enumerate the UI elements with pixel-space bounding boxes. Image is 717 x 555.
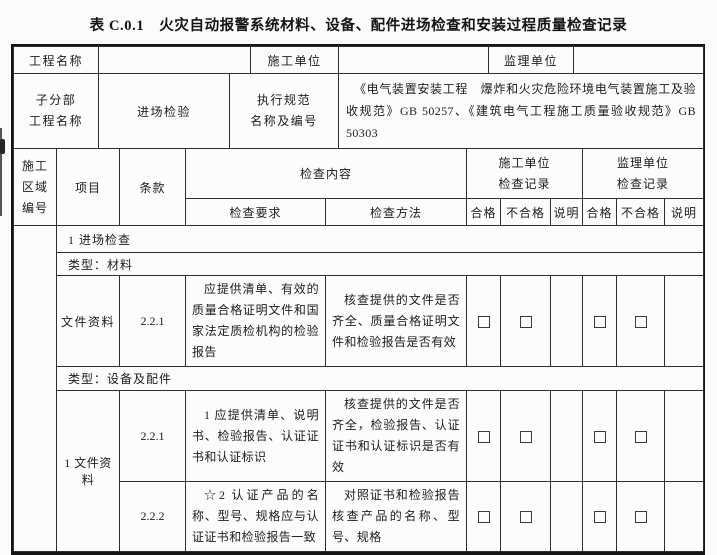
clause-number: 2.2.2 (119, 481, 186, 552)
builder-pass-cell (466, 481, 502, 552)
supervisor-fail-checkbox[interactable] (634, 430, 647, 443)
method-text: 核查提供的文件是否齐全、质量合格证明文件和检验报告是否有效 (324, 275, 468, 367)
area-no-field[interactable] (13, 225, 57, 552)
standard-name-value: 《电气装置安装工程 爆炸和火灾危险环境电气装置施工及验收规范》GB 50257、… (338, 73, 704, 149)
supervisor-pass-cell (582, 390, 618, 482)
supervisor-pass-checkbox[interactable] (593, 315, 606, 328)
builder-pass-cell (466, 390, 502, 482)
header-row-1: 施工 区域 编号 项目 条款 检查内容 施工单位 检查记录 监理单位 检查记录 (13, 148, 705, 226)
item-label: 文件资料 (56, 275, 120, 367)
supervisor-unit-field[interactable] (573, 46, 704, 74)
item-label: 1 文件资料 (56, 390, 120, 552)
scan-edge-artifact (0, 128, 2, 216)
col-header-builder-fail: 不合格 (500, 198, 552, 226)
builder-pass-checkbox[interactable] (477, 315, 490, 328)
col-header-requirement: 检查要求 (185, 198, 326, 226)
subproject-name-label: 子分部 工程名称 (13, 73, 99, 149)
project-name-label: 工程名称 (13, 46, 99, 74)
builder-note-cell[interactable] (550, 275, 584, 367)
col-header-method: 检查方法 (324, 198, 468, 226)
supervisor-pass-cell (582, 275, 618, 367)
builder-pass-checkbox[interactable] (477, 511, 490, 524)
supervisor-fail-cell (616, 390, 666, 482)
section-label-entry-check: 1 进场检查 (55, 225, 705, 253)
col-header-area-no: 施工 区域 编号 (13, 148, 57, 226)
col-header-supervisor-note: 说明 (664, 198, 705, 226)
builder-fail-cell (500, 390, 552, 482)
method-text: 核查提供的文件是否齐全，检验报告、认证证书和认证标识是否有效 (324, 390, 468, 482)
builder-pass-checkbox[interactable] (477, 430, 490, 443)
method-text: 对照证书和检验报告核查产品的名称、型号、规格 (324, 481, 468, 552)
header-row-2: 检查要求 检查方法 合格 不合格 说明 合格 不合格 说明 (14, 198, 705, 226)
builder-pass-cell (466, 275, 502, 367)
clause-number: 2.2.1 (119, 390, 186, 482)
col-header-builder-note: 说明 (550, 198, 584, 226)
builder-fail-checkbox[interactable] (519, 430, 532, 443)
section-label-type-material: 类型：材料 (55, 252, 705, 276)
col-header-builder-record: 施工单位 检查记录 (466, 148, 584, 199)
col-header-builder-pass: 合格 (466, 198, 502, 226)
inspection-form-table: 工程名称 施工单位 监理单位 子分部 工程名称 进场检验 执行规范 名称及编号 … (11, 44, 705, 555)
section-row-type-equipment: 类型：设备及配件 (14, 366, 705, 391)
supervisor-fail-checkbox[interactable] (634, 315, 647, 328)
builder-unit-field[interactable] (338, 46, 489, 74)
builder-fail-cell (500, 275, 552, 367)
supervisor-pass-checkbox[interactable] (593, 511, 606, 524)
col-header-clause: 条款 (119, 148, 186, 226)
supervisor-fail-cell (616, 481, 666, 552)
supervisor-unit-label: 监理单位 (488, 46, 574, 74)
info-row-2: 子分部 工程名称 进场检验 执行规范 名称及编号 《电气装置安装工程 爆炸和火灾… (13, 73, 704, 149)
requirement-text: 应提供清单、有效的质量合格证明文件和国家法定质检机构的检验报告 (185, 275, 326, 367)
supervisor-fail-checkbox[interactable] (634, 511, 647, 524)
checklist-table: 施工 区域 编号 项目 条款 检查内容 施工单位 检查记录 监理单位 检查记录 … (13, 148, 705, 552)
builder-note-cell[interactable] (550, 481, 584, 552)
section-row-entry-check: 1 进场检查 (13, 225, 705, 552)
builder-fail-checkbox[interactable] (519, 315, 532, 328)
col-header-supervisor-pass: 合格 (582, 198, 618, 226)
requirement-text: 1 应提供清单、说明书、检验报告、认证证书和认证标识 (185, 390, 326, 482)
requirement-text: ☆2 认证产品的名称、型号、规格应与认证证书和检验报告一致 (185, 481, 326, 552)
col-header-supervisor-fail: 不合格 (616, 198, 666, 226)
inspection-type-value: 进场检验 (98, 73, 230, 149)
supervisor-note-cell[interactable] (664, 275, 705, 367)
builder-fail-checkbox[interactable] (519, 511, 532, 524)
standard-name-label: 执行规范 名称及编号 (229, 73, 339, 149)
section-label-type-equipment: 类型：设备及配件 (55, 366, 705, 391)
supervisor-fail-cell (616, 275, 666, 367)
section-row-type-material: 类型：材料 (14, 252, 705, 276)
supervisor-pass-cell (582, 481, 618, 552)
builder-fail-cell (500, 481, 552, 552)
page-title: 表 C.0.1 火灾自动报警系统材料、设备、配件进场检查和安装过程质量检查记录 (89, 18, 628, 34)
col-header-content: 检查内容 (184, 148, 468, 199)
supervisor-pass-checkbox[interactable] (593, 430, 606, 443)
clause-number: 2.2.1 (119, 275, 186, 367)
builder-unit-label: 施工单位 (250, 46, 339, 74)
checklist-row-equipment-doc-1: 1 文件资料 2.2.1 1 应提供清单、说明书、检验报告、认证证书和认证标识 … (14, 390, 705, 552)
col-header-supervisor-record: 监理单位 检查记录 (582, 148, 705, 199)
checklist-row-material-documents: 文件资料 2.2.1 应提供清单、有效的质量合格证明文件和国家法定质检机构的检验… (14, 275, 705, 367)
info-table: 工程名称 施工单位 监理单位 子分部 工程名称 进场检验 执行规范 名称及编号 … (13, 46, 704, 149)
project-name-field[interactable] (98, 46, 251, 74)
scan-blob-artifact (0, 139, 5, 154)
info-row-1: 工程名称 施工单位 监理单位 (13, 46, 704, 74)
supervisor-note-cell[interactable] (664, 390, 705, 482)
builder-note-cell[interactable] (550, 390, 584, 482)
supervisor-note-cell[interactable] (664, 481, 705, 552)
col-header-item: 项目 (56, 148, 120, 226)
